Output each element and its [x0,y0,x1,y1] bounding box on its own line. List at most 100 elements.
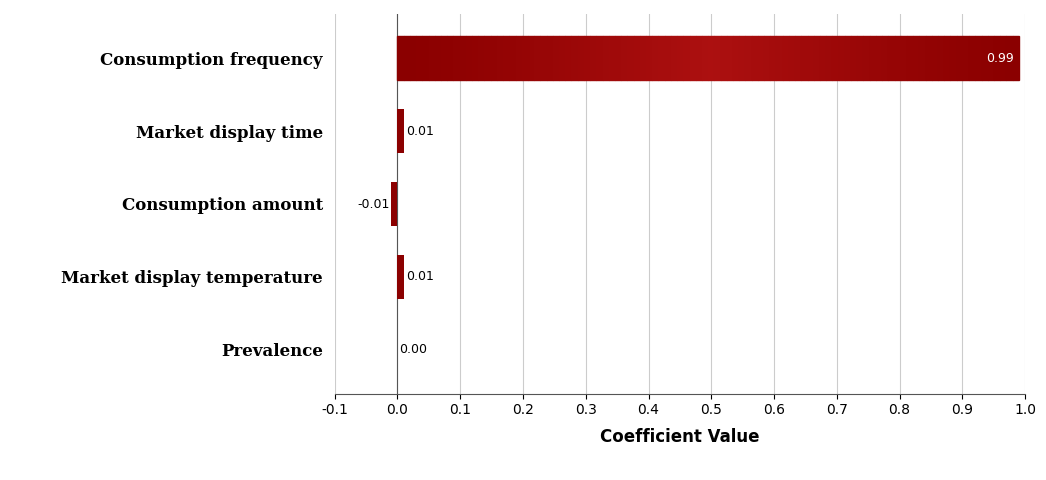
Bar [528,36,535,80]
Bar [770,36,776,80]
Bar [577,36,584,80]
Bar [429,36,435,80]
Bar [876,36,882,80]
Bar [740,36,746,80]
Bar [901,36,907,80]
Bar [404,36,410,80]
Bar [615,36,621,80]
Text: 0.00: 0.00 [400,343,428,356]
Bar [683,36,689,80]
Bar [571,36,577,80]
Bar [509,36,516,80]
Bar [541,36,547,80]
Bar [882,36,888,80]
Bar [491,36,497,80]
Bar [758,36,764,80]
Bar [435,36,441,80]
Bar [584,36,590,80]
Text: 0.01: 0.01 [406,125,433,138]
X-axis label: Coefficient Value: Coefficient Value [600,429,759,446]
Bar [764,36,770,80]
Bar [951,36,957,80]
Bar [746,36,752,80]
Bar [981,36,987,80]
Bar [926,36,932,80]
Bar [590,36,596,80]
Bar [820,36,826,80]
Bar [932,36,938,80]
Bar [472,36,478,80]
Bar [478,36,484,80]
Bar [808,36,814,80]
Bar [441,36,448,80]
Bar [397,36,404,80]
Bar [913,36,919,80]
Bar [640,36,646,80]
Bar [814,36,820,80]
Text: 0.99: 0.99 [986,52,1014,65]
Bar [888,36,894,80]
Bar [919,36,926,80]
Bar [702,36,708,80]
Bar [863,36,869,80]
Bar [938,36,945,80]
Bar [795,36,801,80]
Bar [410,36,416,80]
Bar [957,36,963,80]
Bar [397,36,1019,80]
Bar [733,36,740,80]
Bar [869,36,876,80]
Bar [670,36,677,80]
Bar [782,36,789,80]
Bar [516,36,522,80]
Bar [963,36,969,80]
Bar [465,36,472,80]
Bar [497,36,503,80]
Bar [602,36,609,80]
Bar [664,36,670,80]
Bar [677,36,683,80]
Bar [484,36,491,80]
Bar [503,36,509,80]
Bar [696,36,702,80]
Bar [391,182,397,226]
Bar [596,36,602,80]
Bar [845,36,851,80]
Bar [752,36,758,80]
Bar [646,36,653,80]
Bar [1000,36,1006,80]
Bar [721,36,727,80]
Bar [994,36,1000,80]
Bar [708,36,714,80]
Bar [727,36,733,80]
Bar [552,36,559,80]
Bar [801,36,808,80]
Bar [789,36,795,80]
Bar [653,36,658,80]
Bar [858,36,863,80]
Bar [945,36,951,80]
Bar [907,36,913,80]
Bar [987,36,994,80]
Bar [559,36,565,80]
Bar [535,36,541,80]
Bar [658,36,664,80]
Bar [609,36,615,80]
Bar [397,255,404,299]
Bar [522,36,528,80]
Bar [776,36,782,80]
Bar [969,36,975,80]
Bar [975,36,981,80]
Bar [894,36,901,80]
Bar [547,36,552,80]
Bar [1006,36,1013,80]
Bar [826,36,833,80]
Bar [448,36,453,80]
Bar [621,36,628,80]
Bar [714,36,721,80]
Bar [851,36,858,80]
Bar [833,36,839,80]
Bar [459,36,465,80]
Bar [453,36,459,80]
Text: -0.01: -0.01 [357,197,389,211]
